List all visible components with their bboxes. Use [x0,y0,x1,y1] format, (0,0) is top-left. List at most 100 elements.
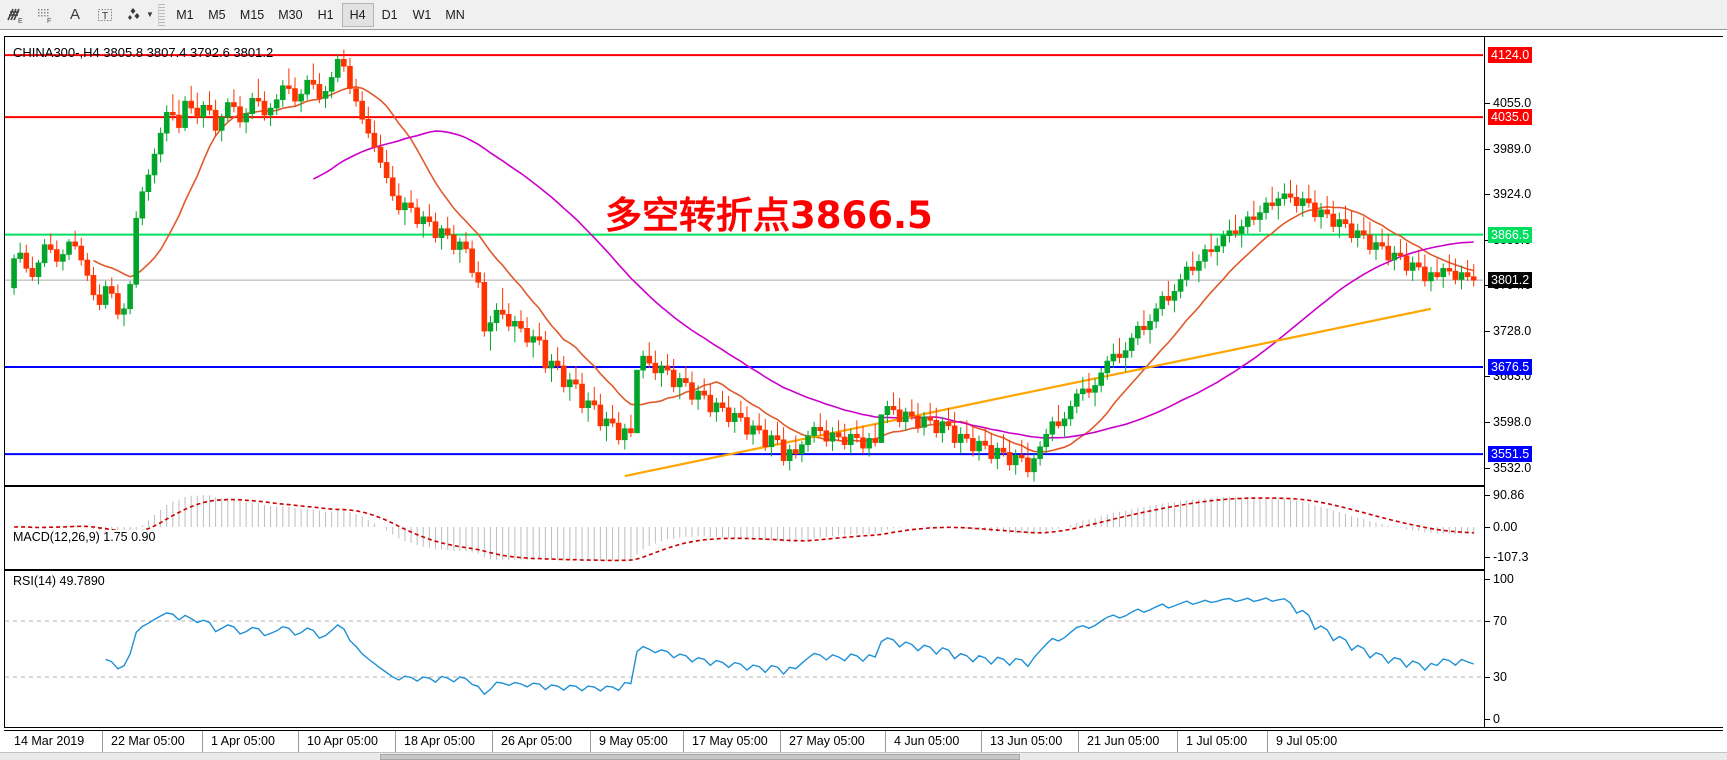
svg-text:T: T [102,11,108,22]
chart-frame: CHINA300-,H4 3805.8 3807.4 3792.6 3801.2… [4,36,1724,728]
scale-tick [1485,421,1490,423]
chart-annotation-text: 多空转折点3866.5 [605,194,933,237]
price-level-badge-pivot[interactable]: 3866.5 [1488,226,1533,243]
price-scale[interactable]: 4055.03989.03924.03859.03794.03728.03663… [1484,37,1724,727]
time-axis-label: 9 Jul 05:00 [1276,734,1338,748]
rsi-scale-label: 0 [1493,712,1500,726]
price-scale-label: 3924.0 [1493,187,1532,202]
time-axis-separator [1078,731,1079,753]
timeframe-h4[interactable]: H4 [341,2,374,27]
scale-tick [1485,194,1490,196]
price-scale-label: 3532.0 [1493,460,1532,475]
timeframe-mn[interactable]: MN [445,7,465,22]
time-axis-label: 18 Apr 05:00 [404,734,475,748]
price-scale-label: 3989.0 [1493,142,1532,157]
macd-scale-label: -107.3 [1493,550,1529,564]
scale-tick [1485,239,1490,241]
timeframe-m5[interactable]: M5 [208,7,226,22]
time-axis-label: 4 Jun 05:00 [894,734,960,748]
time-axis-separator [1177,731,1178,753]
scale-tick [1485,149,1490,151]
time-axis-label: 26 Apr 05:00 [501,734,572,748]
text-tool-icon[interactable]: A [69,6,80,23]
rsi-scale-label: 100 [1493,572,1514,586]
time-axis-separator [780,731,781,753]
time-axis-label: 22 Mar 05:00 [111,734,185,748]
time-axis-label: 9 May 05:00 [599,734,668,748]
scale-tick [1485,331,1490,333]
price-level-badge-resistance[interactable]: 4124.0 [1488,47,1533,64]
price-panel[interactable]: 多空转折点3866.5 [5,37,1483,483]
price-level-badge-support[interactable]: 3551.5 [1488,446,1533,463]
timeframe-w1[interactable]: W1 [412,7,432,22]
price-scale-label: 3728.0 [1493,324,1532,339]
price-scale-label: 3598.0 [1493,414,1532,429]
scale-tick [1485,285,1490,287]
time-axis-separator [492,731,493,753]
time-axis-label: 10 Apr 05:00 [307,734,378,748]
time-axis-separator [395,731,396,753]
scale-tick [1485,467,1490,469]
objects-icon[interactable] [120,2,150,28]
scale-tick [1485,719,1490,720]
horizontal-scrollbar[interactable] [0,752,1727,760]
svg-text:F: F [47,18,51,24]
time-axis-label: 17 May 05:00 [692,734,768,748]
rsi-scale-label: 30 [1493,670,1507,684]
time-axis-separator [102,731,103,753]
timeframe-h1[interactable]: H1 [317,7,334,22]
scale-tick [1485,376,1490,378]
price-level-badge-last[interactable]: 3801.2 [1488,272,1533,289]
price-scale-label: 4055.0 [1493,96,1532,111]
rsi-plot [5,597,1483,696]
time-axis-separator [298,731,299,753]
timeframe-d1[interactable]: D1 [381,7,398,22]
indicators-icon[interactable]: E [0,2,30,28]
macd-panel[interactable] [5,487,1483,567]
rsi-panel-divider [5,569,1722,571]
macd-panel-divider [5,485,1722,487]
time-axis-separator [683,731,684,753]
text-label-icon[interactable]: T [90,2,120,28]
time-axis-separator [1267,731,1268,753]
scale-tick [1485,103,1490,105]
price-level-badge-resistance[interactable]: 4035.0 [1488,109,1533,126]
macd-caption: MACD(12,26,9) 1.75 0.90 [11,530,158,544]
timeframe-m15[interactable]: M15 [239,7,265,22]
time-axis-label: 21 Jun 05:00 [1087,734,1160,748]
grid-icon[interactable]: F [30,2,60,28]
rsi-caption: RSI(14) 49.7890 [11,574,107,588]
time-axis-separator [981,731,982,753]
time-axis-separator [202,731,203,753]
time-axis-separator [885,731,886,753]
rsi-scale-label: 70 [1493,614,1507,628]
time-axis-label: 14 Mar 2019 [14,734,85,748]
macd-scale-label: 0.00 [1493,520,1518,534]
timeframe-m1[interactable]: M1 [176,7,194,22]
quote-header: CHINA300-,H4 3805.8 3807.4 3792.6 3801.2 [13,45,274,60]
time-axis-label: 1 Apr 05:00 [211,734,275,748]
time-axis-label: 13 Jun 05:00 [990,734,1063,748]
time-axis: 14 Mar 2019 22 Mar 05:00 1 Apr 05:00 10 Apr… [4,730,1723,753]
time-axis-label: 27 May 05:00 [789,734,865,748]
chart-area[interactable]: CHINA300-,H4 3805.8 3807.4 3792.6 3801.2… [0,30,1727,760]
scrollbar-thumb[interactable] [380,754,1020,760]
toolbar-separator [157,3,165,26]
scale-tick [1485,495,1490,496]
rsi-panel[interactable] [5,571,1483,727]
objects-dropdown-arrow[interactable]: ▼ [146,10,154,19]
price-plot [5,49,1483,482]
svg-text:E: E [18,18,23,24]
toolbar: E F A T ▼ M1 M5 M15 M30 H1 H4 D1 W1 MN [0,0,1727,30]
scale-tick [1485,527,1490,528]
scale-tick [1485,557,1490,558]
time-axis-separator [590,731,591,753]
scale-tick [1485,621,1490,622]
time-axis-label: 1 Jul 05:00 [1186,734,1248,748]
macd-plot [14,495,1475,562]
scale-tick [1485,677,1490,678]
scale-tick [1485,579,1490,580]
macd-scale-label: 90.86 [1493,488,1525,502]
price-level-badge-support[interactable]: 3676.5 [1488,358,1533,375]
timeframe-m30[interactable]: M30 [278,7,303,22]
